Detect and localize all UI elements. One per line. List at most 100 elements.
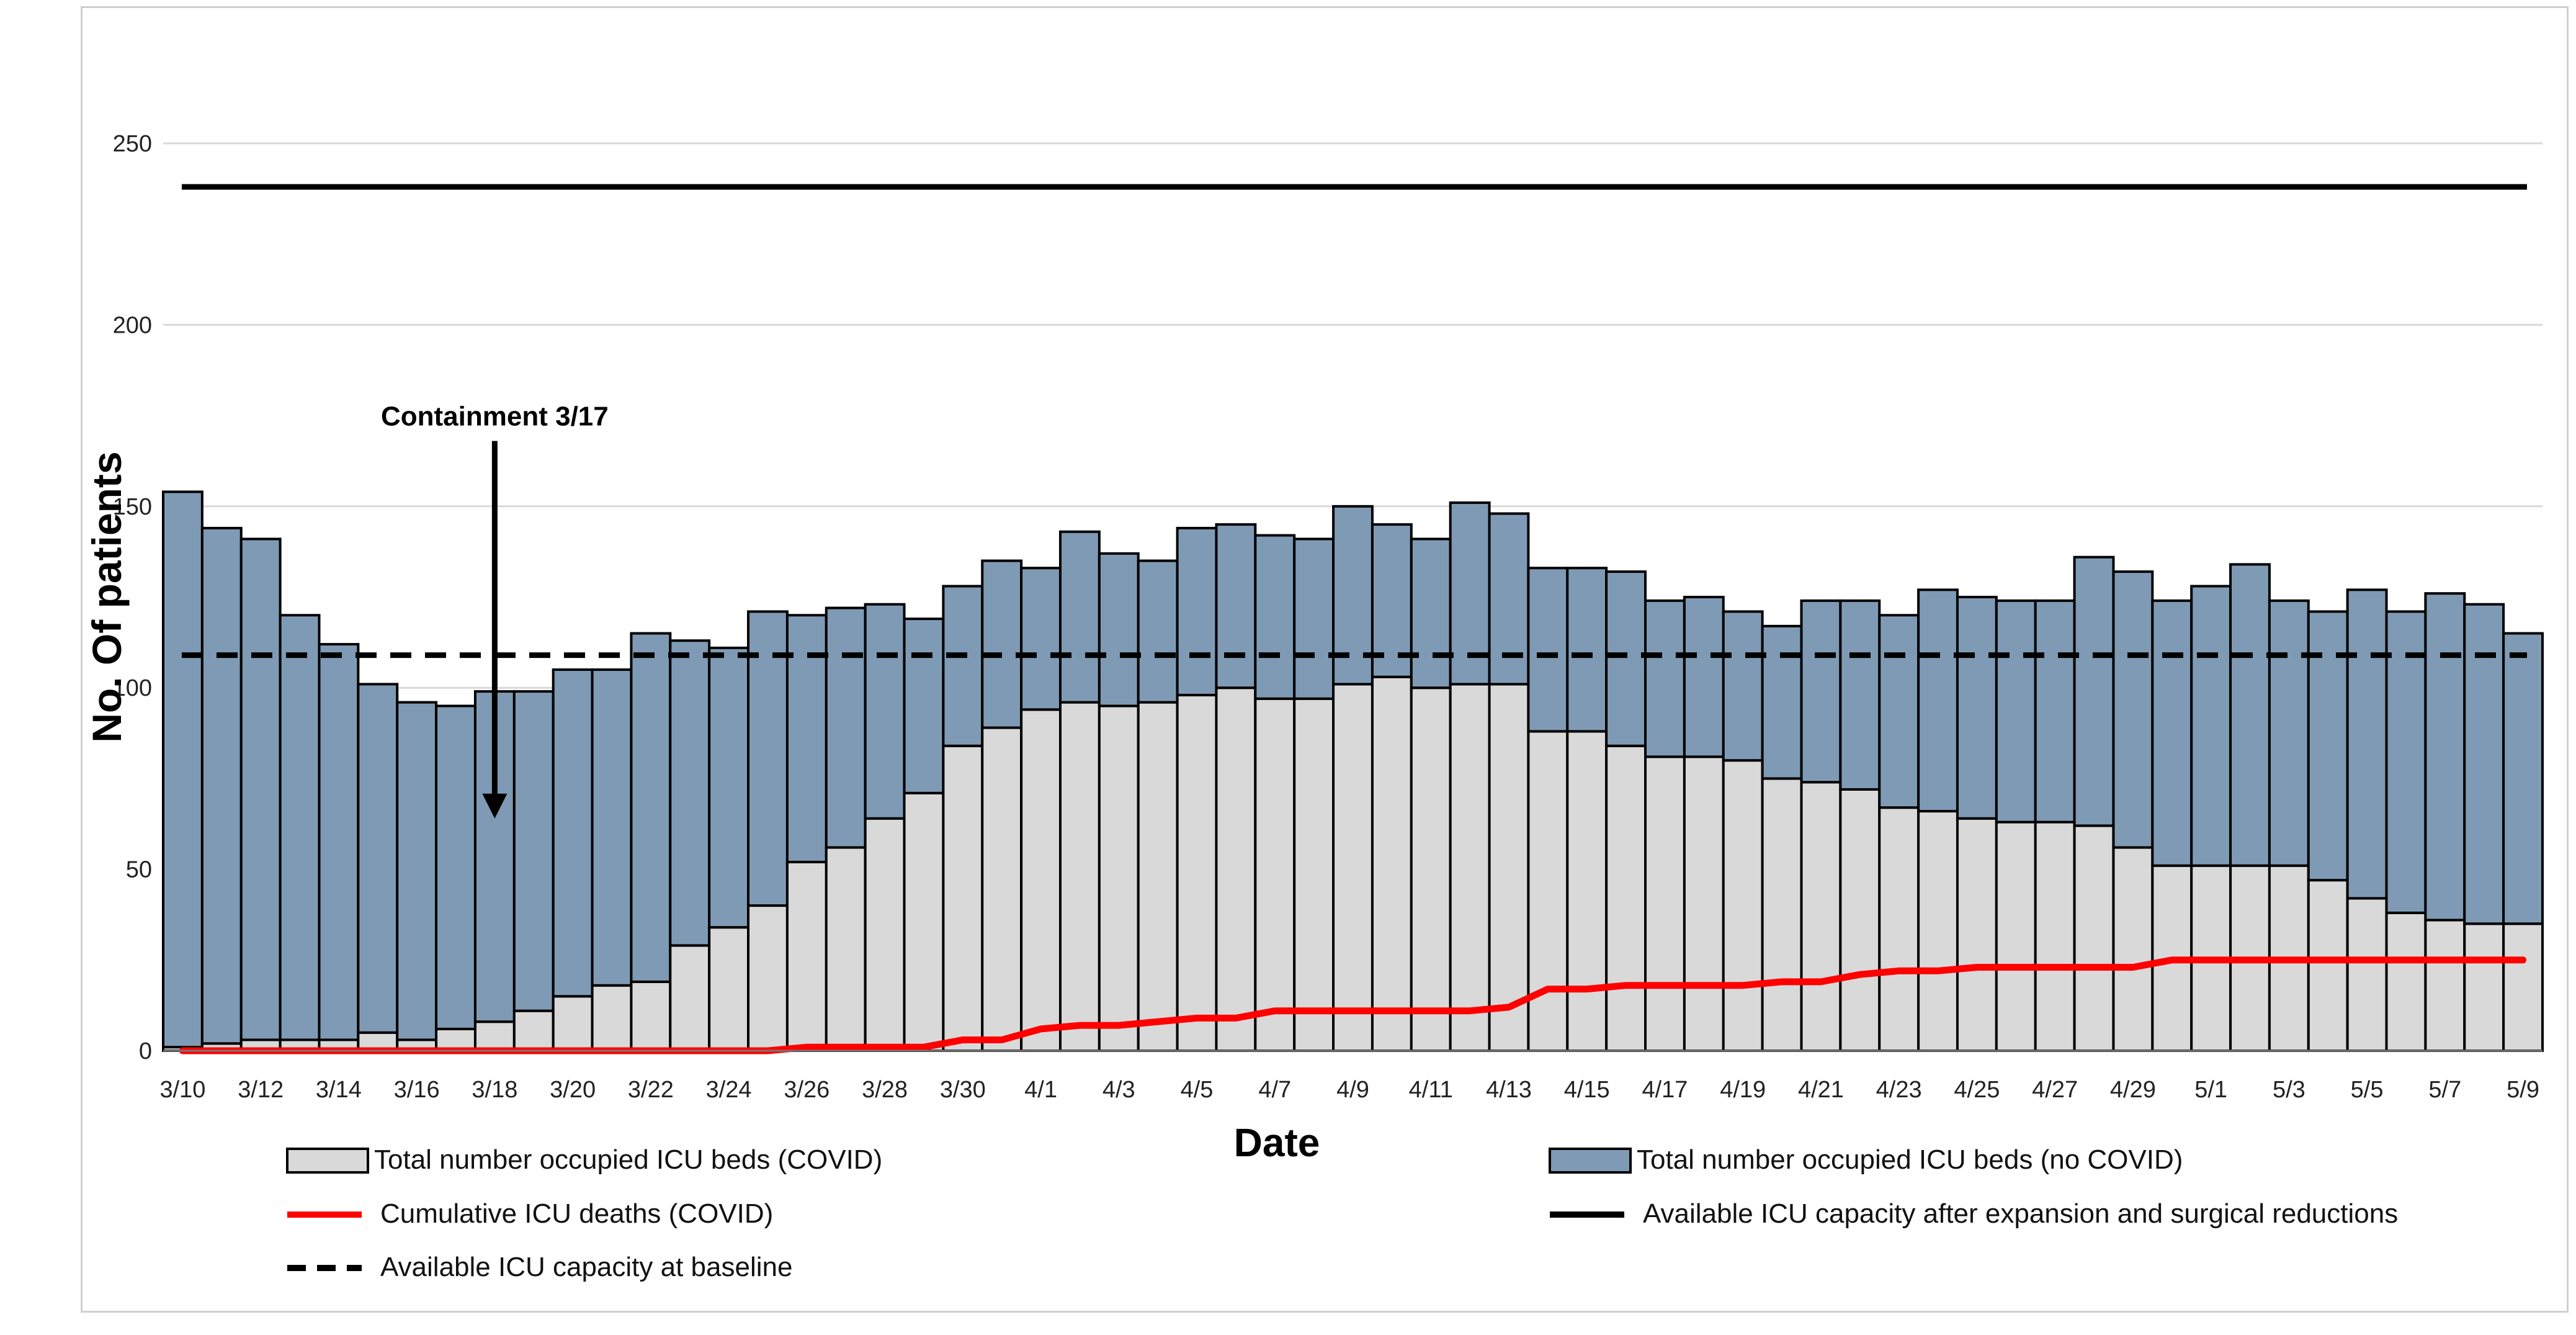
bar-covid-3-30 — [942, 744, 984, 1052]
bar-covid-4-12 — [1449, 683, 1491, 1053]
x-tick-label-4-7: 4/7 — [1258, 1077, 1291, 1103]
bar-covid-5-7 — [2424, 919, 2466, 1053]
bar-no-covid-5-4 — [2307, 610, 2349, 882]
bars — [162, 490, 2544, 1053]
bar-no-covid-5-3 — [2268, 599, 2310, 867]
bar-no-covid-4-1 — [1020, 567, 1062, 711]
x-tick-label-3-28: 3/28 — [862, 1077, 908, 1103]
bar-covid-4-25 — [1956, 817, 1998, 1053]
y-axis-title: No. Of patients — [84, 451, 130, 742]
bar-no-covid-5-1 — [2190, 585, 2232, 867]
x-tick-label-4-27: 4/27 — [2032, 1077, 2078, 1103]
bar-no-covid-5-8 — [2463, 603, 2505, 925]
bar-no-covid-4-23 — [1878, 614, 1920, 809]
bar-covid-4-6 — [1215, 686, 1257, 1052]
bar-covid-3-27 — [825, 846, 867, 1052]
bar-covid-3-25 — [747, 904, 789, 1052]
x-tick-label-3-10: 3/10 — [159, 1077, 205, 1103]
legend-non-covid-beds-swatch — [1549, 1148, 1632, 1174]
bar-no-covid-4-22 — [1839, 599, 1881, 791]
bar-no-covid-4-17 — [1644, 599, 1686, 758]
x-tick-label-4-23: 4/23 — [1876, 1077, 1922, 1103]
bar-covid-4-26 — [1995, 820, 2037, 1053]
y-tick-label-100: 100 — [113, 675, 152, 701]
bar-no-covid-4-5 — [1176, 526, 1218, 696]
axes: 0 50 100 150 200 250 3/10 3/12 3/14 3/16 3/18 3/20 3… — [84, 131, 2542, 1165]
bar-covid-3-19 — [512, 1009, 555, 1052]
x-tick-label-4-17: 4/17 — [1642, 1077, 1688, 1103]
bar-no-covid-3-17 — [435, 704, 476, 1030]
bar-covid-4-17 — [1644, 755, 1686, 1052]
bar-no-covid-4-24 — [1917, 588, 1959, 813]
bar-no-covid-4-13 — [1488, 512, 1530, 686]
x-tick-label-3-30: 3/30 — [940, 1077, 986, 1103]
bar-no-covid-3-12 — [239, 537, 282, 1041]
x-tick-label-3-22: 3/22 — [628, 1077, 674, 1103]
y-tick-label-250: 250 — [113, 131, 152, 157]
x-tick-label-3-12: 3/12 — [238, 1077, 284, 1103]
bar-covid-4-8 — [1293, 697, 1335, 1052]
bar-covid-4-29 — [2112, 846, 2154, 1052]
legend: Total number occupied ICU beds (COVID) To… — [286, 1144, 2398, 1282]
bar-no-covid-3-26 — [785, 614, 828, 863]
bar-covid-3-20 — [552, 995, 594, 1053]
bar-no-covid-4-21 — [1800, 599, 1842, 784]
x-tick-label-4-1: 4/1 — [1024, 1077, 1057, 1103]
annotations: Containment 3/17 — [381, 402, 609, 819]
bar-no-covid-3-24 — [708, 646, 750, 929]
legend-deaths-label: Cumulative ICU deaths (COVID) — [380, 1198, 773, 1229]
x-tick-label-4-3: 4/3 — [1102, 1077, 1135, 1103]
x-tick-label-4-21: 4/21 — [1798, 1077, 1844, 1103]
bar-no-covid-4-14 — [1527, 567, 1569, 733]
bar-covid-4-14 — [1527, 730, 1569, 1052]
bar-covid-4-20 — [1761, 777, 1803, 1053]
bar-no-covid-4-19 — [1722, 610, 1764, 762]
x-tick-label-4-11: 4/11 — [1409, 1077, 1453, 1103]
bar-no-covid-4-26 — [1995, 599, 2037, 824]
x-tick-label-3-26: 3/26 — [784, 1077, 830, 1103]
x-tick-label-3-18: 3/18 — [472, 1077, 517, 1103]
legend-covid-beds-swatch — [286, 1148, 369, 1174]
bar-no-covid-4-11 — [1410, 537, 1452, 690]
bar-no-covid-3-13 — [279, 614, 321, 1041]
x-tick-label-5-5: 5/5 — [2351, 1077, 2384, 1103]
bar-no-covid-5-2 — [2229, 563, 2271, 867]
bar-covid-4-22 — [1839, 788, 1881, 1052]
bar-no-covid-3-14 — [318, 643, 360, 1041]
annotation-text: Containment 3/17 — [381, 402, 609, 432]
bar-covid-3-21 — [591, 984, 633, 1052]
bar-covid-4-5 — [1176, 693, 1218, 1052]
bar-no-covid-4-7 — [1254, 534, 1296, 700]
bar-covid-3-28 — [864, 817, 906, 1053]
bar-no-covid-3-23 — [669, 639, 711, 947]
legend-capacity-expanded-label: Available ICU capacity after expansion a… — [1643, 1198, 2398, 1229]
bar-covid-5-9 — [2502, 922, 2544, 1052]
bar-no-covid-4-18 — [1683, 596, 1725, 758]
bar-no-covid-4-16 — [1605, 570, 1647, 747]
bar-covid-5-4 — [2307, 879, 2349, 1053]
bar-covid-3-24 — [708, 926, 750, 1052]
bar-no-covid-3-30 — [942, 585, 984, 747]
bar-no-covid-5-5 — [2346, 588, 2388, 900]
bar-covid-4-9 — [1332, 683, 1374, 1053]
bar-covid-3-26 — [785, 860, 828, 1053]
bar-no-covid-3-19 — [512, 690, 555, 1012]
bar-no-covid-4-6 — [1215, 523, 1257, 690]
bar-covid-4-1 — [1020, 708, 1062, 1052]
bar-no-covid-3-28 — [864, 603, 906, 820]
bar-covid-4-16 — [1605, 744, 1647, 1052]
bar-covid-4-28 — [2073, 824, 2115, 1052]
x-tick-label-4-15: 4/15 — [1564, 1077, 1610, 1103]
bar-covid-4-10 — [1371, 675, 1413, 1052]
x-tick-label-4-9: 4/9 — [1336, 1077, 1369, 1103]
bar-covid-5-5 — [2346, 897, 2388, 1053]
bar-covid-4-19 — [1722, 759, 1764, 1053]
bar-no-covid-3-11 — [200, 526, 243, 1045]
bar-covid-4-24 — [1917, 810, 1959, 1052]
bar-covid-4-18 — [1683, 755, 1725, 1052]
bar-no-covid-4-8 — [1293, 537, 1335, 700]
bar-covid-3-22 — [630, 980, 672, 1052]
y-tick-label-200: 200 — [113, 312, 152, 338]
bar-no-covid-3-10 — [162, 490, 203, 1049]
bar-no-covid-4-28 — [2073, 555, 2115, 827]
